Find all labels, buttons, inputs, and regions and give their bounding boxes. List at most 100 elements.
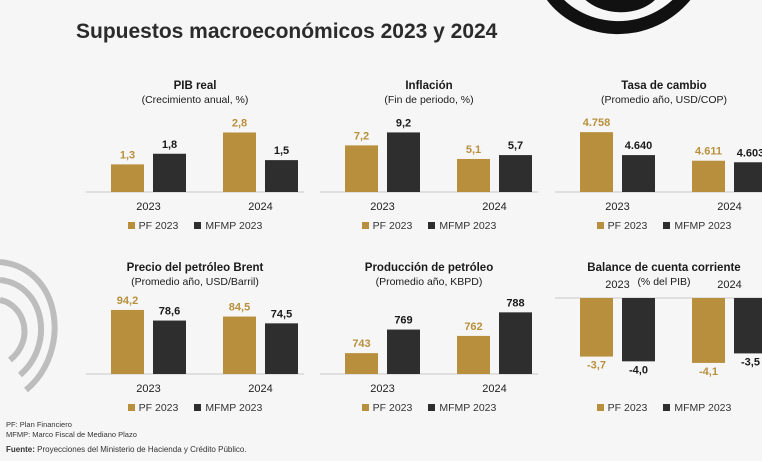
legend-swatch: [361, 221, 369, 229]
legend-label: MFMP 2023: [674, 402, 732, 414]
bar-pf-2023-2023: [345, 353, 378, 374]
bar-pf-2023-2023: [111, 309, 144, 374]
bar-pf-2023-2024: [457, 158, 490, 192]
chart-plot-inflacion: 7,2 9,2 2023 5,1 5,7 2024: [320, 117, 538, 213]
data-label: 1,3: [120, 149, 135, 161]
data-label: -3,7: [587, 360, 606, 372]
legend-item: MFMP 2023: [194, 402, 262, 414]
legend-item: MFMP 2023: [663, 220, 731, 232]
chart-plot-precio-del-petroleo-brent: 94,2 78,6 2023 84,5 74,5 2024: [86, 295, 304, 395]
bar-pf-2023-2023: [580, 132, 613, 192]
legend-item: PF 2023: [127, 220, 179, 232]
legend-item: PF 2023: [361, 402, 413, 414]
category-label: 2023: [605, 279, 629, 291]
data-label: 788: [506, 297, 524, 309]
chart-legend: PF 2023 MFMP 2023: [545, 402, 762, 414]
chart-subtitle: (Crecimiento anual, %): [141, 94, 249, 106]
category-label: 2023: [370, 383, 394, 395]
data-label: 1,5: [274, 145, 289, 157]
data-label: -3,5: [741, 356, 760, 368]
chart-tasa-de-cambio: Tasa de cambio (Promedio año, USD/COP) 4.7…: [545, 80, 762, 232]
data-label: 4.758: [583, 117, 611, 129]
legend-swatch: [127, 221, 135, 229]
chart-legend: PF 2023 MFMP 2023: [76, 402, 314, 414]
legend-item: MFMP 2023: [428, 220, 496, 232]
data-label: 5,7: [508, 140, 523, 152]
chart-title: Balance de cuenta corriente: [587, 262, 741, 274]
data-label: -4,1: [699, 366, 718, 378]
bar-pf-2023-2024: [223, 316, 256, 374]
chart-subtitle: (% del PIB): [637, 276, 691, 288]
bar-mfmp-2023-2024: [499, 312, 532, 374]
legend-label: MFMP 2023: [674, 220, 732, 232]
legend-swatch: [596, 221, 604, 229]
bar-mfmp-2023-2023: [387, 132, 420, 192]
source-label: Fuente:: [6, 445, 35, 454]
data-label: 4.603: [737, 147, 762, 159]
data-label: 9,2: [396, 117, 411, 129]
chart-balance-de-cuenta-corriente: Balance de cuenta corriente (% del PIB) -3…: [545, 262, 762, 414]
chart-legend: PF 2023 MFMP 2023: [310, 402, 548, 414]
chart-produccion-de-petroleo: Producción de petróleo (Promedio año, KBP…: [310, 262, 548, 414]
legend-label: MFMP 2023: [205, 402, 263, 414]
data-label: 7,2: [354, 130, 369, 142]
legend-label: PF 2023: [138, 220, 179, 232]
bar-pf-2023-2024: [457, 335, 490, 374]
chart-legend: PF 2023 MFMP 2023: [545, 220, 762, 232]
bar-mfmp-2023-2023: [622, 155, 655, 192]
chart-subtitle: (Fin de periodo, %): [384, 94, 474, 106]
bar-mfmp-2023-2024: [734, 162, 762, 192]
data-label: -4,0: [629, 364, 648, 376]
legend-label: PF 2023: [372, 402, 413, 414]
category-label: 2024: [717, 201, 741, 213]
chart-title: Precio del petróleo Brent: [126, 262, 264, 274]
chart-plot-balance-de-cuenta-corriente: -3,7 -4,0 2023 -4,1 -3,5 2024: [555, 279, 762, 378]
chart-legend: PF 2023 MFMP 2023: [310, 220, 548, 232]
legend-item: PF 2023: [361, 220, 412, 232]
source-note: Fuente: Proyecciones del Ministerio de H…: [6, 445, 247, 454]
legend-swatch: [361, 403, 369, 411]
data-label: 4.640: [625, 140, 653, 152]
legend-swatch: [127, 403, 135, 411]
data-label: 78,6: [159, 306, 180, 318]
legend-item: PF 2023: [596, 402, 647, 414]
category-label: 2023: [136, 383, 160, 395]
data-label: 84,5: [229, 302, 250, 314]
data-label: 94,2: [117, 295, 138, 307]
bar-pf-2023-2024: [223, 132, 256, 192]
data-label: 743: [352, 338, 370, 350]
bar-pf-2023-2023: [580, 298, 613, 357]
legend-swatch: [596, 403, 604, 411]
chart-legend: PF 2023 MFMP 2023: [76, 220, 314, 232]
legend-swatch: [663, 221, 671, 229]
legend-label: PF 2023: [138, 402, 179, 414]
chart-title: PIB real: [173, 80, 217, 92]
chart-subtitle: (Promedio año, USD/COP): [600, 94, 728, 106]
legend-swatch: [428, 221, 436, 229]
chart-subtitle: (Promedio año, USD/Barril): [131, 276, 259, 288]
bar-mfmp-2023-2023: [622, 298, 655, 362]
legend-label: MFMP 2023: [439, 220, 497, 232]
bar-mfmp-2023-2023: [153, 320, 186, 374]
legend-item: MFMP 2023: [663, 402, 731, 414]
data-label: 769: [394, 315, 412, 327]
data-label: 1,8: [162, 139, 177, 151]
legend-item: MFMP 2023: [194, 220, 262, 232]
category-label: 2024: [482, 201, 506, 213]
data-label: 2,8: [232, 118, 247, 130]
legend-swatch: [663, 403, 671, 411]
data-label: 4.611: [695, 146, 722, 158]
bar-mfmp-2023-2024: [734, 298, 762, 354]
footnote-pf: PF: Plan Financiero: [6, 420, 72, 429]
chart-subtitle: (Promedio año, KBPD): [375, 276, 483, 288]
chart-plot-produccion-de-petroleo: 743 769 2023 762 788 2024: [320, 297, 538, 395]
legend-label: MFMP 2023: [439, 402, 497, 414]
bar-mfmp-2023-2023: [387, 329, 420, 374]
bar-pf-2023-2024: [692, 298, 725, 363]
legend-swatch: [428, 403, 436, 411]
legend-item: MFMP 2023: [428, 402, 496, 414]
bar-mfmp-2023-2024: [265, 160, 298, 192]
bar-mfmp-2023-2024: [265, 323, 298, 374]
legend-label: MFMP 2023: [205, 220, 263, 232]
